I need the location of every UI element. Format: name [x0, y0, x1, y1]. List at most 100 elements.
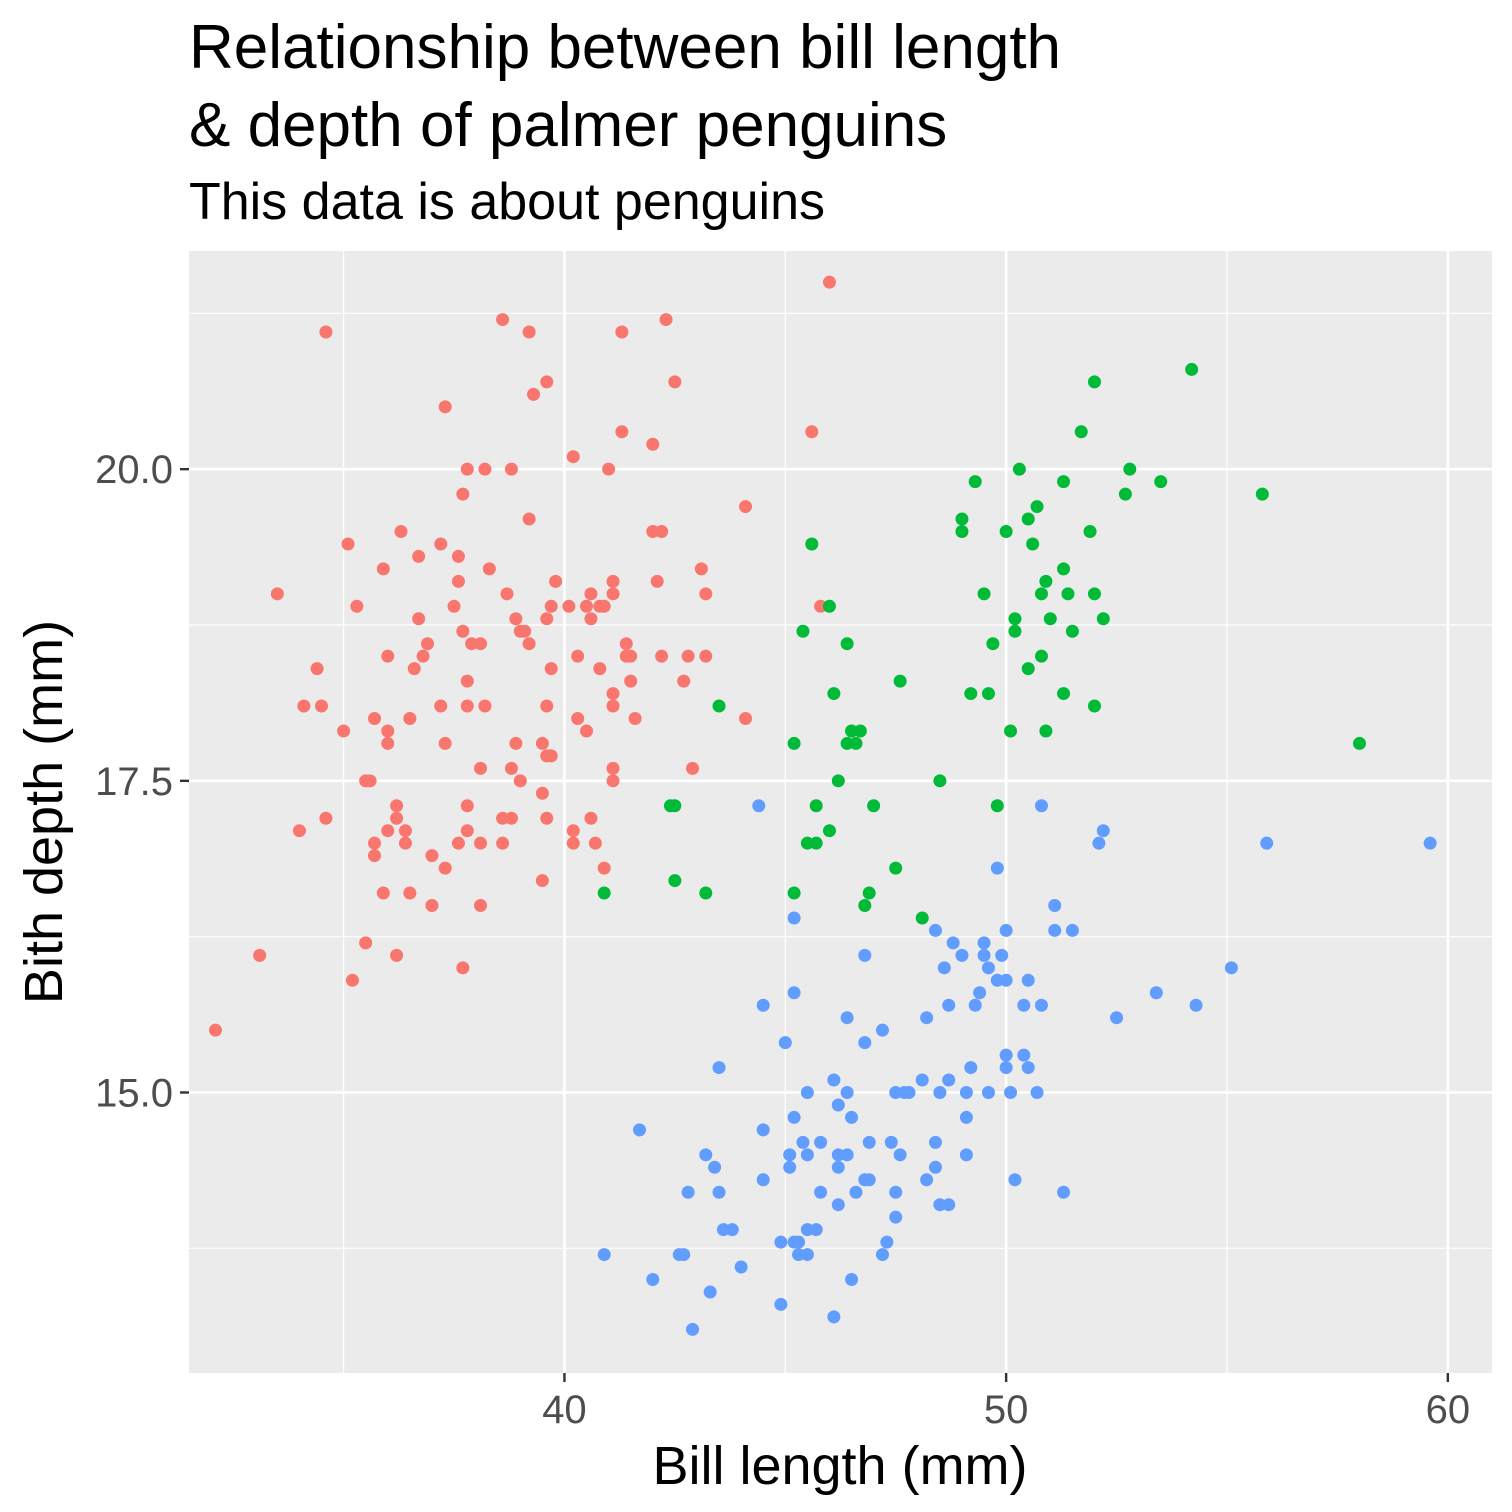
data-point-series-3 [677, 1248, 691, 1262]
data-point-series-1 [659, 313, 673, 327]
data-point-series-1 [540, 612, 554, 626]
data-point-series-3 [646, 1273, 660, 1286]
data-point-series-1 [345, 973, 359, 987]
data-point-series-1 [655, 649, 669, 663]
data-point-series-2 [849, 736, 863, 750]
data-point-series-1 [337, 724, 351, 738]
data-point-series-3 [633, 1123, 647, 1137]
data-point-series-1 [434, 537, 448, 551]
data-point-series-1 [805, 425, 819, 439]
data-point-series-1 [460, 699, 474, 713]
data-point-series-2 [1008, 624, 1022, 638]
data-point-series-1 [562, 599, 576, 613]
data-point-series-3 [796, 1135, 810, 1149]
data-point-series-2 [787, 736, 801, 750]
data-point-series-1 [527, 387, 541, 401]
data-point-series-1 [376, 562, 390, 576]
data-point-series-3 [783, 1160, 797, 1174]
chart-subtitle: This data is about penguins [189, 173, 825, 231]
data-point-series-1 [535, 736, 549, 750]
y-tick-label: 17.5 [95, 760, 173, 804]
data-point-series-3 [787, 911, 801, 925]
data-point-series-2 [1034, 649, 1048, 663]
data-point-series-2 [712, 699, 726, 713]
data-point-series-1 [407, 662, 421, 676]
data-point-series-1 [509, 736, 523, 750]
data-point-series-1 [292, 824, 306, 838]
data-point-series-1 [478, 462, 492, 476]
data-point-series-1 [368, 849, 382, 863]
data-point-series-3 [1110, 1011, 1124, 1025]
data-point-series-1 [390, 811, 404, 825]
data-point-series-1 [425, 849, 439, 863]
data-point-series-1 [381, 649, 395, 663]
data-point-series-2 [915, 911, 929, 925]
data-point-series-2 [1057, 475, 1071, 489]
data-point-series-2 [822, 824, 836, 838]
data-point-series-1 [681, 649, 695, 663]
data-point-series-1 [571, 712, 585, 725]
data-point-series-1 [739, 712, 753, 725]
data-point-series-3 [862, 1173, 876, 1187]
data-point-series-1 [319, 325, 333, 339]
data-point-series-2 [968, 475, 982, 489]
data-point-series-1 [739, 500, 753, 514]
data-point-series-3 [1034, 998, 1048, 1012]
data-point-series-1 [341, 537, 355, 551]
data-point-series-3 [1149, 986, 1163, 1000]
data-point-series-1 [478, 699, 492, 713]
data-point-series-1 [500, 587, 514, 601]
data-point-series-1 [412, 549, 426, 563]
data-point-series-1 [398, 836, 412, 850]
data-point-series-1 [694, 562, 708, 576]
data-point-series-1 [270, 587, 284, 601]
data-point-series-1 [606, 761, 620, 775]
data-point-series-3 [814, 1185, 828, 1199]
data-point-series-1 [460, 799, 474, 813]
data-point-series-3 [990, 861, 1004, 875]
data-point-series-3 [933, 1086, 947, 1099]
data-point-series-1 [566, 450, 580, 464]
data-point-series-1 [540, 811, 554, 825]
data-point-series-3 [928, 1160, 942, 1174]
data-point-series-1 [376, 886, 390, 900]
data-point-series-3 [814, 1135, 828, 1149]
data-point-series-2 [1034, 587, 1048, 601]
data-point-series-1 [571, 649, 585, 663]
data-point-series-1 [474, 899, 488, 912]
data-point-series-2 [1030, 500, 1044, 514]
data-point-series-2 [1026, 537, 1040, 551]
data-point-series-1 [509, 612, 523, 626]
chart-title-line-2: & depth of palmer penguins [189, 91, 947, 160]
data-point-series-3 [875, 1023, 889, 1037]
data-points [209, 275, 1437, 1336]
data-point-series-3 [999, 1061, 1013, 1075]
data-point-series-3 [712, 1185, 726, 1199]
data-point-series-1 [319, 811, 333, 825]
data-point-series-2 [858, 899, 872, 912]
data-point-series-3 [849, 1185, 863, 1199]
data-point-series-3 [1260, 836, 1274, 850]
data-point-series-3 [774, 1235, 788, 1249]
data-point-series-3 [686, 1322, 700, 1336]
data-point-series-3 [800, 1248, 814, 1262]
data-point-series-3 [800, 1148, 814, 1162]
data-point-series-3 [752, 799, 766, 813]
data-point-series-3 [1189, 998, 1203, 1012]
data-point-series-2 [1021, 512, 1035, 526]
y-axis: 15.0 17.5 20.0 [95, 448, 189, 1116]
data-point-series-1 [403, 712, 417, 725]
data-point-series-1 [412, 612, 426, 626]
data-point-series-1 [425, 899, 439, 912]
data-point-series-3 [1048, 899, 1062, 912]
data-point-series-1 [606, 587, 620, 601]
data-point-series-1 [699, 649, 713, 663]
data-point-series-2 [999, 525, 1013, 538]
data-point-series-1 [566, 836, 580, 850]
data-point-series-3 [827, 1073, 841, 1087]
data-point-series-2 [1352, 736, 1366, 750]
data-point-series-2 [1008, 612, 1022, 626]
data-point-series-3 [831, 1098, 845, 1112]
data-point-series-3 [942, 1073, 956, 1087]
